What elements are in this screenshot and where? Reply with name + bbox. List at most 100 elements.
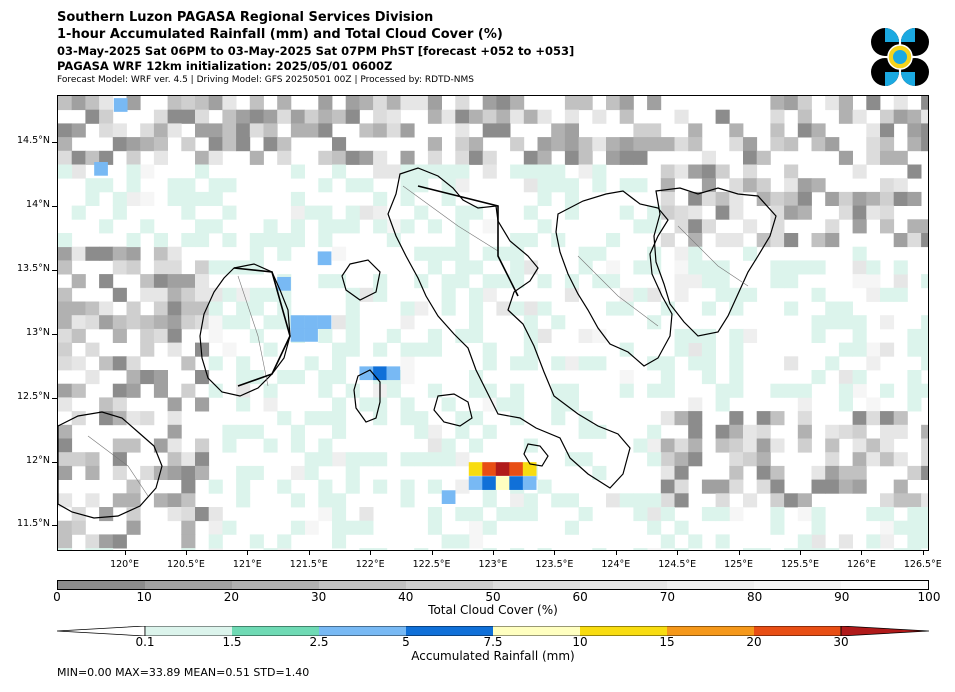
panay-coast [58, 411, 163, 519]
cloud-cell [715, 109, 730, 124]
light-rain-layer [58, 164, 928, 550]
cloud-cell [907, 123, 922, 138]
cloud-cell [318, 507, 333, 522]
cloud-cell [153, 315, 168, 330]
cloud-cell [167, 274, 182, 289]
light-rain-cell [153, 233, 168, 248]
light-rain-cell [373, 274, 388, 289]
light-rain-cell [729, 342, 744, 357]
rain-cell [277, 276, 291, 291]
light-rain-cell [373, 191, 388, 206]
cloud-cell [167, 507, 182, 522]
cloud-cell [523, 150, 538, 165]
cloud-cell [756, 233, 771, 248]
cloud-cell [236, 123, 251, 138]
cloud-cell [619, 137, 634, 152]
light-rain-cell [236, 301, 251, 316]
cloud-cell [674, 287, 689, 302]
cloud-cell [195, 301, 210, 316]
light-rain-cell [564, 397, 579, 412]
cloud-cell [660, 205, 675, 220]
cloud-cell [140, 315, 155, 330]
cloud-cell [455, 150, 470, 165]
cloud-cell [880, 520, 895, 535]
cloud-cell [359, 123, 374, 138]
cloud-cell [866, 342, 881, 357]
light-rain-cell [455, 534, 470, 549]
cloud-cell [167, 260, 182, 275]
cloud-cell [400, 150, 415, 165]
cloud-cell [112, 356, 127, 371]
cloud-cell [674, 479, 689, 494]
longitude-tick [185, 551, 187, 555]
cloud-cell [263, 397, 278, 412]
cloud-cell [181, 356, 196, 371]
cloud-cell [743, 150, 758, 165]
cloud-cell [71, 383, 86, 398]
light-rain-cell [578, 424, 593, 439]
cloud-cell [811, 123, 826, 138]
cloud-cover-layer [58, 96, 928, 550]
cloud-cell [332, 137, 347, 152]
cloud-cell [153, 383, 168, 398]
cloud-cell [674, 493, 689, 508]
cloud-cell [359, 507, 374, 522]
cloud-cell [400, 123, 415, 138]
light-rain-cell [633, 493, 648, 508]
light-rain-cell [414, 246, 429, 261]
light-rain-cell [181, 233, 196, 248]
cloud-cell [729, 465, 744, 480]
cloud-cell [770, 465, 785, 480]
light-rain-cell [907, 328, 922, 343]
light-rain-cell [400, 178, 415, 193]
cloud-cell [880, 452, 895, 467]
cloud-cell [167, 315, 182, 330]
light-rain-cell [386, 383, 401, 398]
cloud-cell [921, 465, 928, 480]
light-rain-cell [592, 274, 607, 289]
light-rain-cell [304, 205, 319, 220]
light-rain-cell [373, 397, 388, 412]
light-rain-cell [208, 178, 223, 193]
cloud-cell [455, 452, 470, 467]
cloud-cell [386, 109, 401, 124]
cloud-cell [304, 109, 319, 124]
cloud-cell [674, 137, 689, 152]
cloud-cell [386, 123, 401, 138]
cloud-colorbar-label: 100 [917, 590, 941, 604]
latitude-tick [52, 461, 57, 463]
cloud-cell [838, 465, 853, 480]
cloud-cell [236, 383, 251, 398]
rainfall-title: Accumulated Rainfall (mm) [411, 649, 575, 663]
cloud-cell [893, 479, 908, 494]
cloud-cell [743, 137, 758, 152]
light-rain-cell [797, 260, 812, 275]
rainfall-colorbar [57, 626, 929, 636]
latitude-tick-label: 12°N [26, 454, 50, 466]
cloud-cell [688, 137, 703, 152]
cloud-cell [345, 96, 360, 111]
cloud-cell [647, 96, 662, 111]
cloud-cell [811, 233, 826, 248]
cloud-cell [811, 178, 826, 193]
cloud-cell [660, 452, 675, 467]
cloud-colorbar-label: 10 [136, 590, 152, 604]
cloud-cell [71, 301, 86, 316]
cloud-cell [921, 452, 928, 467]
cloud-cell [99, 397, 114, 412]
cloud-cell [838, 370, 853, 385]
cloud-cell [921, 438, 928, 453]
light-rain-cell [838, 383, 853, 398]
cloud-cell [825, 233, 840, 248]
rain-cell [495, 476, 510, 490]
cloud-cell [921, 233, 928, 248]
light-rain-cell [236, 260, 251, 275]
latitude-tick-label: 11.5°N [16, 518, 50, 530]
cloud-cell [866, 356, 881, 371]
cloud-cell [126, 96, 141, 111]
light-rain-cell [619, 178, 634, 193]
cloud-cell [893, 493, 908, 508]
light-rain-cell [688, 260, 703, 275]
cloud-cell [838, 205, 853, 220]
light-rain-cell [441, 301, 456, 316]
